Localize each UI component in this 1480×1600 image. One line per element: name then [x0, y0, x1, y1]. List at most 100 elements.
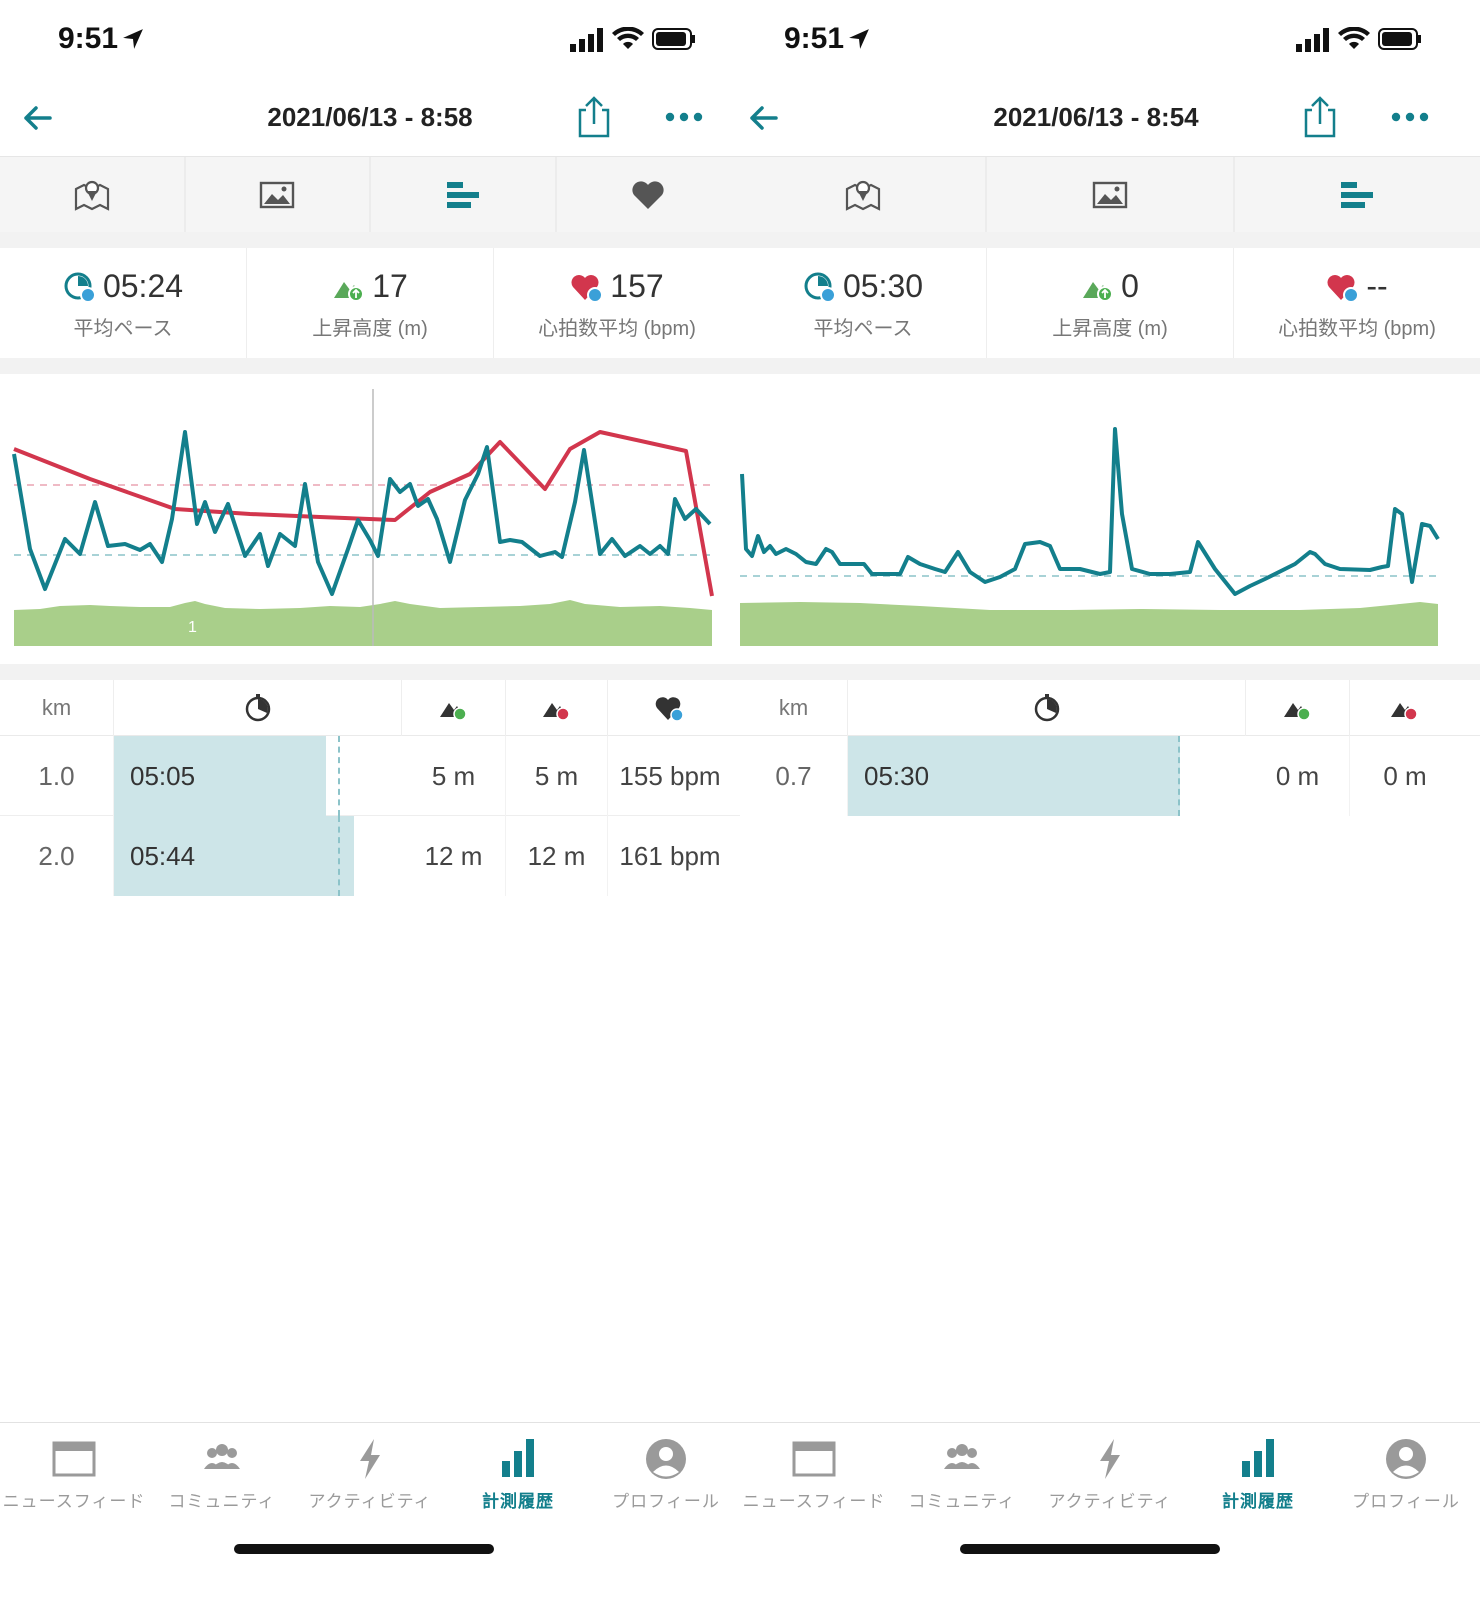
tabbar-community[interactable]: コミュニティ: [888, 1423, 1036, 1532]
map-icon: [845, 180, 880, 211]
photo-icon: [260, 181, 295, 209]
split-elevation-down: 0 m: [1383, 760, 1427, 791]
share-icon[interactable]: [576, 96, 612, 138]
tabbar-newsfeed[interactable]: ニュースフィード: [0, 1423, 148, 1532]
map-icon: [74, 180, 109, 211]
activity-chart: [740, 374, 1480, 664]
split-elevation-up: 0 m: [1246, 736, 1350, 816]
home-indicator: [960, 1544, 1220, 1554]
tab-map[interactable]: [740, 157, 988, 233]
section-divider: [0, 232, 740, 248]
elevation-up-icon: [334, 281, 365, 302]
split-elevation-up: 12 m: [402, 816, 506, 896]
stat-avg-heart-rate: -- 心拍数平均 (bpm): [1234, 248, 1480, 358]
split-pace: 05:30: [864, 760, 930, 791]
tabbar-label: プロフィール: [612, 1492, 720, 1511]
header-km-label: km: [778, 695, 809, 720]
status-bar: 9:51: [0, 0, 740, 80]
back-arrow-icon[interactable]: [746, 100, 782, 136]
section-divider: [0, 358, 740, 374]
avg-pace-value: 05:24: [102, 268, 184, 304]
tab-photos[interactable]: [987, 157, 1235, 233]
tab-heart-rate[interactable]: [557, 157, 741, 233]
tab-photos[interactable]: [186, 157, 371, 233]
heart-rate-icon: [655, 697, 684, 722]
section-divider: [740, 232, 1480, 248]
elevation-area: [740, 602, 1438, 646]
section-divider: [740, 358, 1480, 374]
wifi-icon: [1338, 27, 1370, 49]
split-heart-rate: 161 bpm: [619, 840, 721, 871]
avg-pace-label: 平均ペース: [73, 318, 173, 340]
header-elevation-down: [506, 680, 608, 736]
split-elevation-down: 12 m: [506, 816, 608, 896]
pace-clock-icon: [804, 272, 836, 303]
tabbar-label: 計測履歴: [1222, 1492, 1294, 1511]
summary-stats: 05:30 平均ペース 0 上昇高度 (m) -- 心拍数平均 (bpm): [740, 248, 1480, 358]
tabbar-activity[interactable]: アクティビティ: [1036, 1423, 1184, 1532]
tabbar-history[interactable]: 計測履歴: [1184, 1423, 1332, 1532]
community-icon: [204, 1444, 240, 1469]
avg-pace-label: 平均ペース: [813, 318, 913, 340]
tabbar-label: コミュニティ: [908, 1492, 1016, 1511]
stat-avg-heart-rate: 157 心拍数平均 (bpm): [494, 248, 740, 358]
avg-heart-rate-value: 157: [610, 268, 664, 304]
elevation-area: [14, 600, 712, 646]
tabbar-profile[interactable]: プロフィール: [1332, 1423, 1480, 1532]
pace-heart-elevation-chart: 1: [12, 389, 714, 646]
newsfeed-icon: [792, 1441, 836, 1477]
status-bar: 9:51: [740, 0, 1480, 80]
more-options-icon[interactable]: [664, 102, 704, 132]
split-km: 2.0: [0, 816, 114, 896]
top-nav: 2021/06/13 - 8:54: [740, 80, 1480, 156]
pace-clock-icon: [1034, 694, 1059, 722]
pace-elevation-chart: [740, 427, 1440, 646]
header-pace: [114, 680, 402, 736]
split-heart-rate: 155 bpm: [619, 760, 721, 791]
chart-lap-marker: 1: [188, 619, 197, 636]
cellular-signal-icon: [1296, 28, 1329, 52]
split-elevation-up: 5 m: [402, 736, 506, 816]
history-bars-icon: [1242, 1439, 1274, 1477]
tabbar-label: 計測履歴: [482, 1492, 554, 1511]
activity-chart: 1: [0, 374, 740, 664]
activity-bolt-icon: [1100, 1439, 1120, 1479]
detail-tabs: [0, 156, 741, 233]
split-pace: 05:44: [130, 840, 196, 871]
battery-icon: [652, 28, 695, 50]
split-pace-bar: [114, 736, 326, 816]
header-elevation-up: [402, 680, 506, 736]
activity-date-title: 2021/06/13 - 8:54: [993, 102, 1199, 132]
tabbar-newsfeed[interactable]: ニュースフィード: [740, 1423, 888, 1532]
location-arrow-icon: [849, 29, 869, 49]
newsfeed-icon: [52, 1441, 96, 1477]
share-icon[interactable]: [1302, 96, 1338, 138]
split-pace-bar: [114, 816, 354, 896]
tabbar-activity[interactable]: アクティビティ: [296, 1423, 444, 1532]
tabbar-community[interactable]: コミュニティ: [148, 1423, 296, 1532]
tab-splits[interactable]: [371, 157, 557, 233]
tab-map[interactable]: [0, 157, 186, 233]
back-arrow-icon[interactable]: [20, 100, 56, 136]
splits-header-row: km: [0, 680, 740, 736]
tabbar-profile[interactable]: プロフィール: [592, 1423, 740, 1532]
tabbar-label: コミュニティ: [168, 1492, 276, 1511]
tabbar-label: アクティビティ: [308, 1492, 432, 1511]
header-pace: [848, 680, 1246, 736]
pace-clock-icon: [64, 272, 96, 303]
tab-splits[interactable]: [1235, 157, 1480, 233]
header-elevation-down: [1350, 680, 1460, 736]
tabbar-label: プロフィール: [1352, 1492, 1460, 1511]
avg-pace-value: 05:30: [842, 268, 924, 304]
elevation-gain-value: 0: [1121, 268, 1139, 304]
stat-elevation-gain: 17 上昇高度 (m): [247, 248, 494, 358]
tabbar-history[interactable]: 計測履歴: [444, 1423, 592, 1532]
table-row: 2.0 05:44 12 m 12 m 161 bpm: [0, 816, 740, 896]
splits-table: km 1.0 05:05 5 m 5 m 155 bpm 2.0: [0, 680, 740, 896]
summary-stats: 05:24 平均ペース 17 上昇高度 (m) 157 心拍数平均 (bpm): [0, 248, 740, 358]
tabbar-label: ニュースフィード: [2, 1492, 146, 1511]
community-icon: [944, 1444, 980, 1469]
stat-elevation-gain: 0 上昇高度 (m): [987, 248, 1234, 358]
tabbar-label: アクティビティ: [1048, 1492, 1172, 1511]
more-options-icon[interactable]: [1390, 102, 1430, 132]
